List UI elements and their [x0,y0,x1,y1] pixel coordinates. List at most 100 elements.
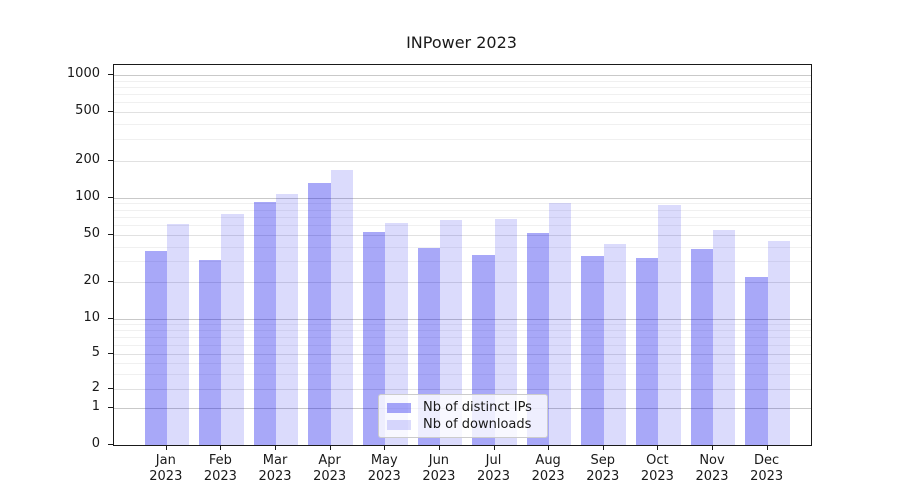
x-axis-tick [275,445,277,450]
x-axis-tick [329,445,331,450]
x-tick-label: Jun 2023 [407,453,471,485]
y-tick-label: 5 [91,345,100,361]
x-tick-label-month: Feb [208,453,232,468]
grid-minor-line [114,80,811,82]
plot-area [113,64,812,446]
bar-downloads-nov [713,230,736,445]
x-axis-tick [438,445,440,450]
x-tick-label-year: 2023 [422,469,456,484]
x-tick-label-year: 2023 [476,469,511,484]
x-tick-label-month: Jun [428,453,450,468]
grid-mid-line [114,161,811,162]
bar-downloads-aug [549,203,572,445]
x-tick-label-year: 2023 [640,469,674,484]
y-axis-tick [108,353,113,355]
bar-distinct-ips-feb [199,259,222,445]
x-tick-label-month: Jul [485,453,502,468]
y-axis-tick [108,196,113,198]
x-axis-tick [493,445,495,450]
grid-mid-line [114,354,811,356]
x-tick-label: Jan 2023 [134,453,198,485]
y-axis-tick [108,388,113,390]
x-tick-label-month: Apr [318,453,341,468]
x-tick-label-month: Sep [590,453,615,468]
legend-entry: Nb of distinct IPs [379,399,547,416]
legend-entry: Nb of downloads [379,416,547,433]
grid-minor-line [114,246,811,248]
y-tick-label: 100 [75,188,100,204]
y-axis-tick [108,444,113,445]
x-tick-label: Jul 2023 [462,453,526,485]
x-tick-label-year: 2023 [586,469,620,484]
x-axis-tick [220,445,222,450]
legend-label: Nb of distinct IPs [423,400,532,415]
chart-title: INPower 2023 [406,33,517,52]
x-tick-label: Feb 2023 [188,453,252,485]
grid-minor-line [114,373,811,375]
y-tick-label: 2 [91,380,100,396]
y-tick-label: 500 [75,102,100,118]
y-tick-label: 0 [91,436,100,451]
x-tick-label-month: Mar [262,453,288,468]
bar-downloads-mar [276,194,299,445]
grid-mid-line [114,282,811,283]
x-tick-label-year: 2023 [203,469,237,484]
x-tick-label: Dec 2023 [735,453,799,485]
x-axis-tick [548,445,550,450]
y-tick-label: 1000 [66,66,100,82]
x-tick-label-year: 2023 [750,469,784,484]
bar-distinct-ips-nov [690,249,713,445]
bar-downloads-may [385,222,408,445]
y-axis-tick [108,74,113,76]
bar-distinct-ips-dec [745,277,768,445]
x-tick-label-year: 2023 [258,469,292,484]
bar-downloads-dec [767,240,790,445]
x-tick-label-month: Dec [754,453,780,468]
y-tick-label: 1 [91,398,100,414]
grid-minor-line [114,225,811,227]
y-axis-tick [108,110,113,112]
bar-distinct-ips-jan [144,250,167,445]
y-axis-tick [108,317,113,319]
grid-major-line [114,318,811,320]
y-axis-tick [108,281,113,282]
x-tick-label-year: 2023 [695,469,729,484]
bar-downloads-jan [166,223,190,445]
x-tick-label-year: 2023 [531,469,565,484]
grid-mid-line [114,235,811,237]
legend-swatch-distinct-ips [387,402,411,413]
x-tick-label-month: Nov [699,453,725,468]
x-axis-tick [657,445,659,450]
grid-minor-line [114,203,811,205]
x-axis-tick [712,445,713,450]
x-tick-label: Apr 2023 [298,453,362,485]
grid-minor-line [114,87,811,89]
x-tick-label: Aug 2023 [516,453,580,485]
x-axis-tick [165,445,167,450]
grid-minor-line [114,344,811,346]
x-axis-tick [766,445,768,450]
x-tick-label-month: Oct [646,453,669,468]
y-axis-tick [108,234,113,236]
y-axis-tick [108,406,113,408]
bar-downloads-sep [603,244,627,445]
x-axis-tick [602,445,604,450]
bar-downloads-jun [439,220,463,445]
grid-mid-line [114,389,811,391]
bar-distinct-ips-sep [581,256,604,445]
y-tick-label: 50 [83,226,100,242]
grid-major-line [114,75,811,77]
y-axis-tick [108,160,113,161]
grid-minor-line [114,209,811,211]
x-axis-tick [384,445,386,450]
legend-swatch-downloads [387,419,411,430]
bar-distinct-ips-aug [526,233,550,445]
grid-minor-line [114,261,811,263]
grid-minor-line [114,123,811,125]
x-tick-label: Sep 2023 [571,453,635,485]
y-tick-label: 200 [75,152,100,167]
x-tick-label: Oct 2023 [625,453,689,485]
grid-major-line [114,197,811,199]
grid-minor-line [114,324,811,326]
